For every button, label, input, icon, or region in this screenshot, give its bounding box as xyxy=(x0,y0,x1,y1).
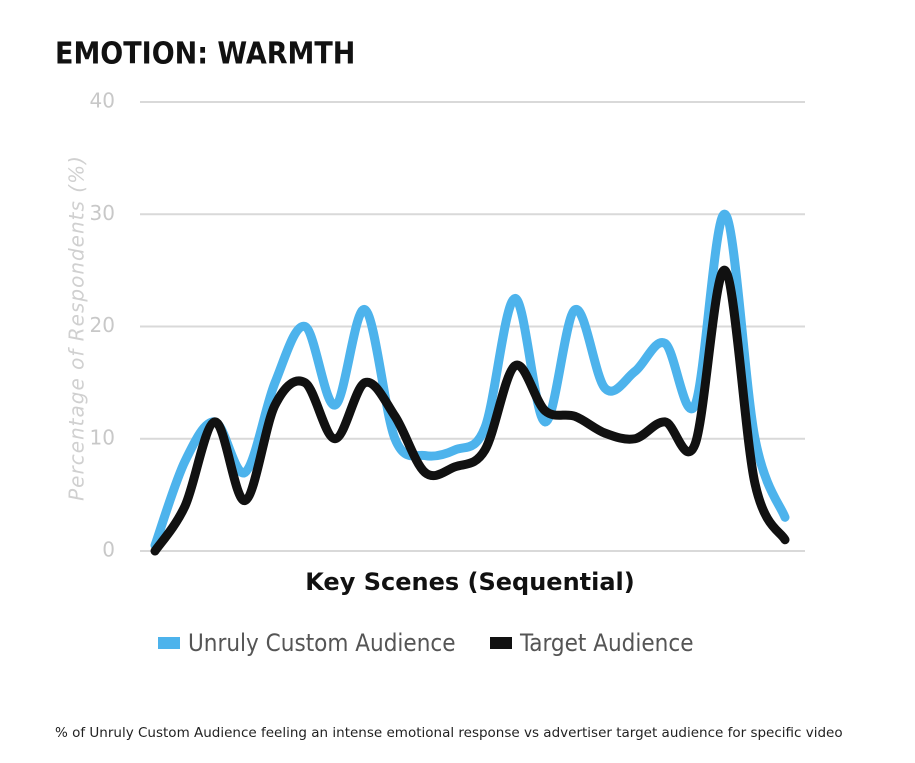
x-axis-label: Key Scenes (Sequential) xyxy=(305,568,635,596)
line-series xyxy=(150,209,790,550)
y-tick-label: 40 xyxy=(90,89,115,113)
legend-label: Unruly Custom Audience xyxy=(188,629,456,657)
chart-title: EMOTION: WARMTH xyxy=(55,37,355,72)
line-series xyxy=(150,265,790,556)
legend-label: Target Audience xyxy=(519,629,694,657)
legend-swatch xyxy=(490,637,512,649)
y-tick-label: 10 xyxy=(90,425,115,449)
footnote: % of Unruly Custom Audience feeling an i… xyxy=(55,725,843,741)
y-axis-label: Percentage of Respondents (%) xyxy=(65,155,89,501)
y-tick-label: 0 xyxy=(102,538,115,562)
y-tick-label: 30 xyxy=(90,201,115,225)
y-tick-label: 20 xyxy=(90,313,115,337)
legend-swatch xyxy=(158,637,180,649)
